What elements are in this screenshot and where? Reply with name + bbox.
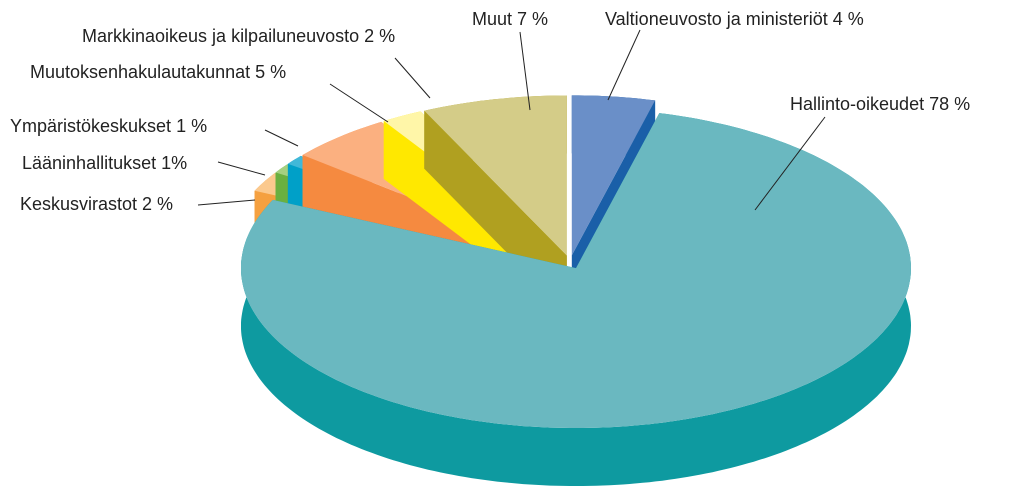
value-label: 1 % <box>176 116 207 136</box>
leader-line <box>754 116 826 211</box>
slice-top <box>424 95 567 256</box>
category: Muut <box>472 9 512 29</box>
slice-top <box>241 113 911 428</box>
slice-label: Markkinaoikeus ja kilpailuneuvosto 2 % <box>82 26 395 46</box>
value-label: 2 % <box>364 26 395 46</box>
leader-line <box>329 83 389 123</box>
category: Lääninhallitukset <box>22 153 156 173</box>
slice-top <box>571 95 656 256</box>
slice <box>424 95 567 314</box>
value-label: 5 % <box>255 62 286 82</box>
slice-label: Muut 7 % <box>472 9 548 29</box>
slice-label: Hallinto-oikeudet 78 % <box>790 94 970 114</box>
slice-label: Lääninhallitukset 1% <box>22 153 187 173</box>
slice-label: Valtioneuvosto ja ministeriöt 4 % <box>605 9 864 29</box>
value-label: 7 % <box>517 9 548 29</box>
leader-line <box>394 57 431 99</box>
value-label: 78 % <box>929 94 970 114</box>
pie <box>241 95 911 486</box>
leader-line <box>217 161 266 176</box>
category: Markkinaoikeus ja kilpailuneuvosto <box>82 26 359 46</box>
category: Hallinto-oikeudet <box>790 94 924 114</box>
slice <box>241 113 911 486</box>
labels: Valtioneuvosto ja ministeriöt 4 % Hallint… <box>10 9 970 214</box>
category: Ympäristökeskukset <box>10 116 171 136</box>
category: Valtioneuvosto ja ministeriöt <box>605 9 828 29</box>
leader-line <box>607 29 641 101</box>
slice-label: Ympäristökeskukset 1 % <box>10 116 207 136</box>
value-label: 4 % <box>833 9 864 29</box>
value-label: 1% <box>161 153 187 173</box>
category: Keskusvirastot <box>20 194 137 214</box>
leader-line <box>519 31 531 111</box>
value-label: 2 % <box>142 194 173 214</box>
slice-label: Keskusvirastot 2 % <box>20 194 173 214</box>
leader-line <box>264 129 299 147</box>
slice-label: Muutoksenhakulautakunnat 5 % <box>30 62 286 82</box>
category: Muutoksenhakulautakunnat <box>30 62 250 82</box>
leader-line <box>197 199 256 206</box>
